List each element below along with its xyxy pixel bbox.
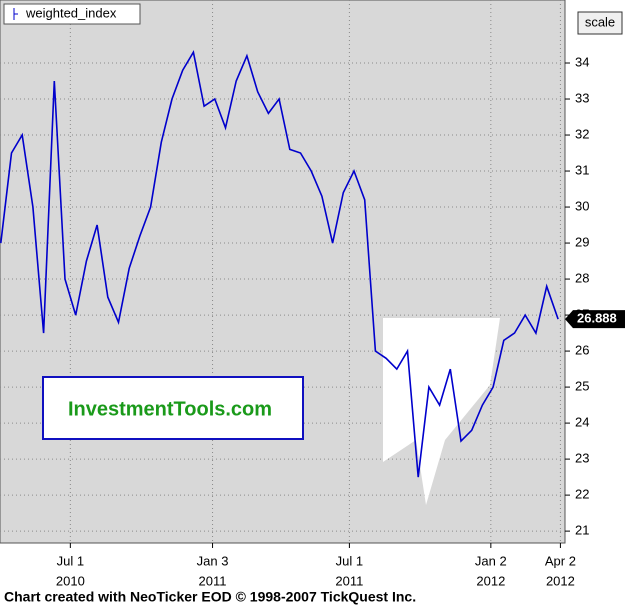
- y-tick-label: 31: [575, 162, 589, 177]
- last-value-label: 26.888: [577, 311, 617, 326]
- y-tick-label: 21: [575, 523, 589, 538]
- y-tick-label: 32: [575, 126, 589, 141]
- y-tick-label: 26: [575, 343, 589, 358]
- watermark: InvestmentTools.com: [68, 398, 272, 420]
- x-tick-label: 2011: [335, 573, 363, 588]
- y-tick-label: 22: [575, 487, 589, 502]
- legend-icon: [13, 8, 18, 20]
- x-tick-label: 2012: [546, 573, 575, 588]
- scale-button[interactable]: [577, 11, 623, 35]
- y-tick-label: 34: [575, 54, 589, 69]
- y-tick-label: 28: [575, 270, 589, 285]
- plot-area: [0, 0, 566, 544]
- series-line: [0, 49, 559, 478]
- x-tick-label: Jan 3: [197, 553, 229, 568]
- legend: [3, 3, 141, 25]
- y-tick-label: 24: [575, 415, 589, 430]
- y-tick-label: 33: [575, 90, 589, 105]
- y-tick-label: 23: [575, 451, 589, 466]
- y-tick-label: 30: [575, 198, 589, 213]
- x-tick-label: Jul 1: [336, 553, 363, 568]
- x-tick-label: Jul 1: [57, 553, 84, 568]
- legend-label: weighted_index: [25, 5, 117, 20]
- y-tick-label: 25: [575, 379, 589, 394]
- x-tick-label: Apr 2: [545, 553, 576, 568]
- watermark-box: [42, 376, 304, 440]
- x-tick-label: 2012: [476, 573, 505, 588]
- x-tick-label: 2011: [199, 573, 227, 588]
- x-tick-label: Jan 2: [475, 553, 507, 568]
- y-tick-label: 29: [575, 234, 589, 249]
- scale-button-label[interactable]: scale: [585, 14, 615, 29]
- render-artifact: [383, 318, 500, 505]
- x-tick-label: 2010: [56, 573, 85, 588]
- footer: Chart created with NeoTicker EOD © 1998-…: [4, 589, 416, 605]
- last-value-tag: [565, 310, 625, 329]
